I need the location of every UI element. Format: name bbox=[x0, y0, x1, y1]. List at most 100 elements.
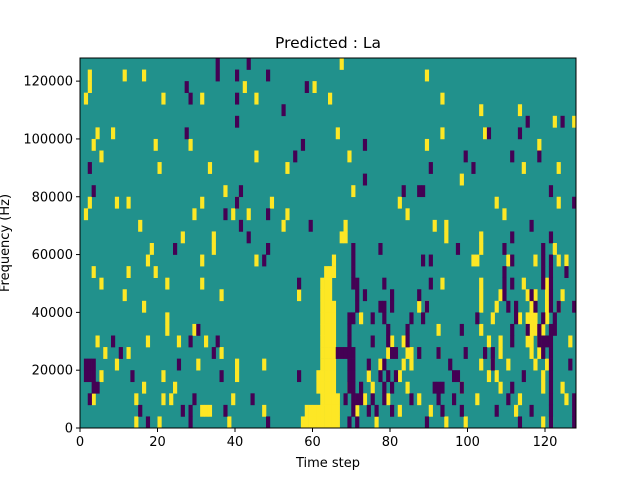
heatmap-cell-low bbox=[494, 404, 499, 417]
heatmap-cell-high bbox=[134, 393, 139, 406]
heatmap-cell-low bbox=[355, 289, 360, 302]
y-axis-label: Frequency (Hz) bbox=[0, 194, 13, 292]
heatmap-cell-high bbox=[142, 300, 147, 313]
heatmap-cell-high bbox=[304, 404, 309, 417]
heatmap-cell-low bbox=[374, 404, 379, 417]
heatmap-cell-low bbox=[541, 266, 546, 278]
heatmap-cell-high bbox=[262, 358, 267, 371]
heatmap-cell-high bbox=[370, 381, 375, 394]
y-tick-label: 60000 bbox=[32, 248, 73, 263]
heatmap-cell-low bbox=[335, 347, 340, 359]
heatmap-cell-high bbox=[223, 185, 228, 198]
heatmap-cell-low bbox=[525, 323, 530, 336]
heatmap-cell-low bbox=[184, 127, 189, 140]
heatmap-cell-high bbox=[498, 381, 503, 394]
heatmap-cell-low bbox=[463, 347, 468, 359]
heatmap-cell-high bbox=[428, 404, 433, 417]
heatmap-cell-low bbox=[409, 312, 414, 325]
x-tick-label: 60 bbox=[304, 435, 321, 450]
heatmap-cell-high bbox=[331, 416, 337, 428]
heatmap-cell-low bbox=[537, 150, 542, 163]
heatmap-cell-low bbox=[386, 323, 391, 336]
heatmap-cell-low bbox=[355, 393, 360, 406]
heatmap-cell-high bbox=[479, 323, 484, 336]
heatmap-cell-high bbox=[200, 196, 205, 209]
heatmap-cell-high bbox=[328, 370, 333, 383]
heatmap-cell-low bbox=[246, 58, 251, 70]
heatmap-cell-high bbox=[343, 219, 348, 232]
heatmap-cell-low bbox=[351, 312, 356, 325]
x-tick-label: 120 bbox=[533, 435, 558, 450]
heatmap-cell-high bbox=[397, 370, 402, 383]
heatmap-cell-high bbox=[409, 358, 414, 371]
heatmap-cell-high bbox=[123, 428, 127, 440]
heatmap-cell-high bbox=[312, 416, 317, 428]
heatmap-cell-high bbox=[211, 243, 216, 255]
heatmap-cell-high bbox=[541, 323, 546, 336]
heatmap-cell-low bbox=[459, 381, 464, 394]
heatmap-cell-high bbox=[525, 335, 530, 348]
heatmap-cell-high bbox=[459, 173, 464, 186]
heatmap-cell-low bbox=[180, 404, 185, 417]
heatmap-cell-high bbox=[269, 196, 275, 209]
heatmap-cell-low bbox=[382, 277, 387, 290]
heatmap-cell-low bbox=[424, 416, 430, 428]
heatmap-cell-low bbox=[548, 323, 554, 336]
heatmap-cell-high bbox=[312, 81, 317, 93]
heatmap-cell-high bbox=[324, 266, 329, 278]
heatmap-cell-high bbox=[254, 150, 259, 163]
heatmap-cell-low bbox=[351, 381, 356, 394]
heatmap-cell-low bbox=[355, 300, 360, 313]
heatmap-cell-high bbox=[479, 243, 484, 255]
x-tick-label: 80 bbox=[382, 435, 399, 450]
heatmap-cell-low bbox=[382, 300, 387, 313]
heatmap-cell-high bbox=[331, 347, 337, 359]
heatmap-cell-high bbox=[335, 127, 340, 140]
heatmap-cell-low bbox=[300, 138, 306, 151]
heatmap-cell-low bbox=[428, 162, 433, 174]
heatmap-cell-low bbox=[537, 335, 542, 348]
heatmap-cell-low bbox=[215, 58, 220, 70]
heatmap-cell-high bbox=[397, 404, 402, 417]
heatmap-cell-low bbox=[382, 358, 387, 371]
heatmap-cell-high bbox=[331, 312, 337, 325]
heatmap-cell-high bbox=[328, 381, 333, 394]
heatmap-cell-high bbox=[176, 335, 182, 348]
heatmap-cell-high bbox=[320, 381, 325, 394]
heatmap-cell-low bbox=[490, 347, 495, 359]
heatmap-cell-high bbox=[207, 162, 213, 174]
heatmap-cell-low bbox=[235, 196, 240, 209]
heatmap-cell-low bbox=[405, 323, 410, 336]
heatmap-cell-high bbox=[312, 404, 317, 417]
heatmap-cell-low bbox=[548, 347, 554, 359]
heatmap-cell-low bbox=[351, 393, 356, 406]
heatmap-cell-high bbox=[328, 289, 333, 302]
heatmap-cell-high bbox=[471, 254, 476, 267]
heatmap-cell-low bbox=[83, 358, 89, 371]
heatmap-cell-high bbox=[328, 300, 333, 313]
heatmap-cell-high bbox=[328, 266, 333, 278]
heatmap-cell-high bbox=[498, 335, 503, 348]
heatmap-cell-high bbox=[374, 416, 379, 428]
heatmap-cell-low bbox=[83, 370, 89, 383]
heatmap-cell-low bbox=[548, 370, 554, 383]
heatmap-cell-high bbox=[529, 300, 534, 313]
heatmap-cell-high bbox=[525, 289, 530, 302]
heatmap-cell-low bbox=[572, 300, 576, 313]
x-tick-label: 0 bbox=[76, 435, 84, 450]
heatmap-cell-high bbox=[552, 115, 557, 128]
heatmap-cell-high bbox=[161, 393, 166, 406]
x-axis-label: Time step bbox=[295, 456, 360, 471]
heatmap-cell-high bbox=[424, 69, 430, 82]
heatmap-cell-low bbox=[370, 335, 375, 348]
heatmap-cell-high bbox=[405, 347, 410, 359]
heatmap-cell-high bbox=[91, 266, 96, 278]
heatmap-cell-low bbox=[297, 370, 302, 383]
heatmap-cell-high bbox=[316, 370, 321, 383]
heatmap-cell-high bbox=[335, 416, 340, 428]
heatmap-cell-high bbox=[285, 162, 290, 174]
heatmap-cell-low bbox=[366, 404, 371, 417]
heatmap-cell-high bbox=[328, 404, 333, 417]
heatmap-cell-high bbox=[320, 370, 325, 383]
heatmap-cell-high bbox=[405, 208, 410, 221]
